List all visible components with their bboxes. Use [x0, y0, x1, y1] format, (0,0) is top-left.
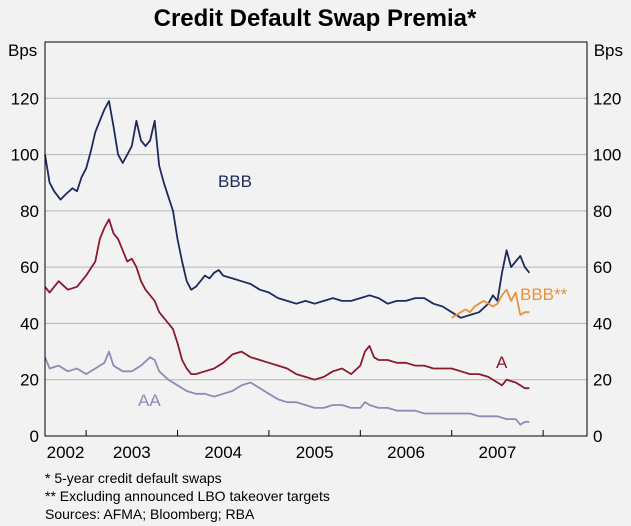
- y-tick-left: 100: [11, 146, 39, 165]
- x-tick-label: 2006: [387, 443, 425, 462]
- label-a: A: [496, 353, 508, 372]
- series-line-bbb-star-star: [451, 288, 530, 319]
- y-tick-right: 100: [593, 146, 621, 165]
- y-axis-label-left: Bps: [8, 41, 37, 60]
- footnote-cds: * 5-year credit default swaps: [45, 470, 222, 486]
- y-tick-left: 40: [20, 314, 39, 333]
- label-bbb-excl-lbo: BBB**: [520, 285, 568, 304]
- x-tick-label: 2007: [479, 443, 517, 462]
- y-tick-left: 120: [11, 89, 39, 108]
- series-line-aa: [44, 350, 530, 426]
- y-ticks-left: 0 20 40 60 80 100 120: [11, 89, 39, 446]
- label-aa: AA: [138, 391, 161, 410]
- footnote-sources: Sources: AFMA; Bloomberg; RBA: [45, 506, 255, 522]
- y-tick-right: 20: [593, 371, 612, 390]
- y-tick-left: 80: [20, 202, 39, 221]
- y-tick-left: 0: [30, 427, 39, 446]
- footnotes: * 5-year credit default swaps ** Excludi…: [45, 469, 330, 523]
- series-line-bbb: [44, 100, 531, 319]
- series-line-a: [44, 218, 530, 390]
- x-tick-label: 2005: [296, 443, 334, 462]
- y-tick-right: 120: [593, 89, 621, 108]
- x-ticks: 2002 2003 2004 2005 2006 2007: [47, 443, 517, 462]
- footnote-lbo: ** Excluding announced LBO takeover targ…: [45, 488, 330, 504]
- plot-frame: [44, 41, 588, 437]
- y-tick-left: 60: [20, 258, 39, 277]
- series-lines: [44, 100, 531, 426]
- chart-title: Credit Default Swap Premia*: [154, 5, 477, 32]
- y-tick-right: 40: [593, 314, 612, 333]
- y-tick-right: 0: [593, 427, 602, 446]
- y-tick-right: 80: [593, 202, 612, 221]
- gridlines: [45, 97, 587, 436]
- y-tick-left: 20: [20, 371, 39, 390]
- x-tick-label: 2004: [204, 443, 242, 462]
- label-bbb: BBB: [218, 172, 252, 191]
- y-tick-right: 60: [593, 258, 612, 277]
- x-tick-label: 2003: [113, 443, 151, 462]
- y-axis-label-right: Bps: [594, 41, 623, 60]
- y-ticks-right: 0 20 40 60 80 100 120: [593, 89, 621, 446]
- x-tick-label: 2002: [47, 443, 85, 462]
